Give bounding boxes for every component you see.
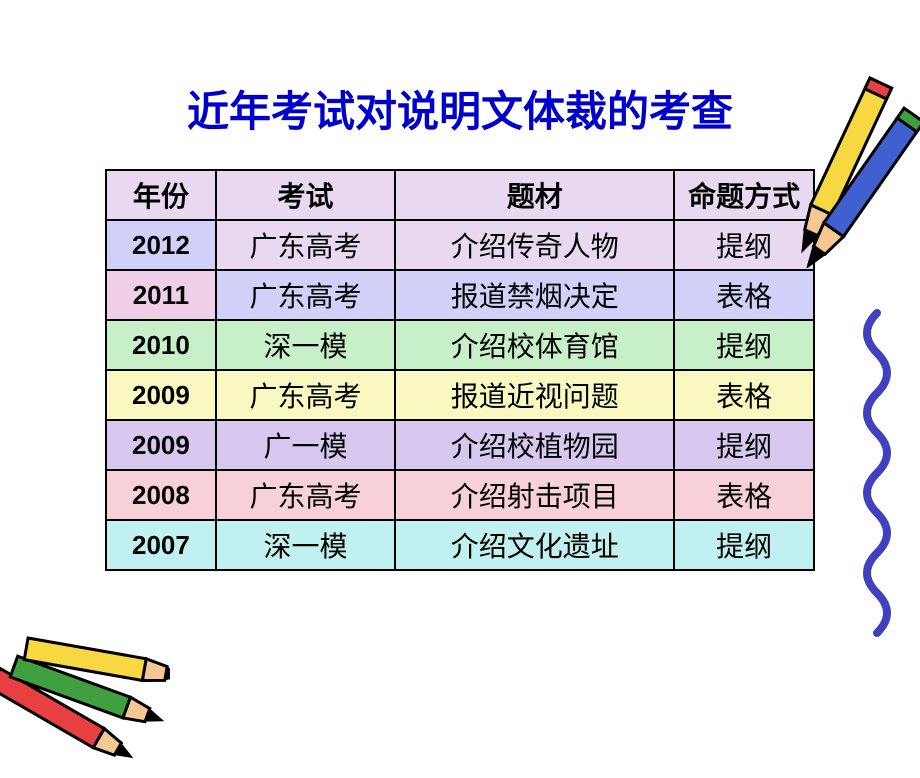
table-header-row: 年份考试题材命题方式	[106, 170, 814, 220]
year-cell: 2011	[106, 270, 216, 320]
year-cell: 2010	[106, 320, 216, 370]
exam-cell: 广一模	[216, 420, 395, 470]
pencils-top-right-decoration	[760, 68, 920, 268]
topic-cell: 介绍文化遗址	[395, 520, 674, 570]
year-cell: 2009	[106, 420, 216, 470]
topic-cell: 介绍传奇人物	[395, 220, 674, 270]
method-cell: 提纲	[674, 420, 814, 470]
table-row: 2009广一模介绍校植物园提纲	[106, 420, 814, 470]
method-cell: 提纲	[674, 320, 814, 370]
topic-cell: 介绍射击项目	[395, 470, 674, 520]
pencils-bottom-left-decoration	[0, 598, 170, 778]
topic-cell: 报道近视问题	[395, 370, 674, 420]
exam-table: 年份考试题材命题方式 2012广东高考介绍传奇人物提纲2011广东高考报道禁烟决…	[105, 169, 815, 571]
exam-cell: 广东高考	[216, 220, 395, 270]
table-row: 2012广东高考介绍传奇人物提纲	[106, 220, 814, 270]
year-cell: 2009	[106, 370, 216, 420]
table-row: 2009广东高考报道近视问题表格	[106, 370, 814, 420]
exam-cell: 广东高考	[216, 370, 395, 420]
squiggle-decoration	[852, 308, 902, 648]
topic-cell: 介绍校体育馆	[395, 320, 674, 370]
table-row: 2010深一模介绍校体育馆提纲	[106, 320, 814, 370]
table-row: 2007深一模介绍文化遗址提纲	[106, 520, 814, 570]
method-cell: 表格	[674, 270, 814, 320]
table-header-cell: 考试	[216, 170, 395, 220]
method-cell: 提纲	[674, 520, 814, 570]
exam-cell: 广东高考	[216, 270, 395, 320]
method-cell: 表格	[674, 370, 814, 420]
year-cell: 2007	[106, 520, 216, 570]
exam-cell: 深一模	[216, 320, 395, 370]
table-body: 2012广东高考介绍传奇人物提纲2011广东高考报道禁烟决定表格2010深一模介…	[106, 220, 814, 570]
exam-cell: 深一模	[216, 520, 395, 570]
table-header-cell: 题材	[395, 170, 674, 220]
topic-cell: 报道禁烟决定	[395, 270, 674, 320]
method-cell: 表格	[674, 470, 814, 520]
exam-cell: 广东高考	[216, 470, 395, 520]
table-header-cell: 年份	[106, 170, 216, 220]
year-cell: 2012	[106, 220, 216, 270]
topic-cell: 介绍校植物园	[395, 420, 674, 470]
table-row: 2008广东高考介绍射击项目表格	[106, 470, 814, 520]
table-row: 2011广东高考报道禁烟决定表格	[106, 270, 814, 320]
year-cell: 2008	[106, 470, 216, 520]
exam-table-container: 年份考试题材命题方式 2012广东高考介绍传奇人物提纲2011广东高考报道禁烟决…	[105, 169, 815, 571]
